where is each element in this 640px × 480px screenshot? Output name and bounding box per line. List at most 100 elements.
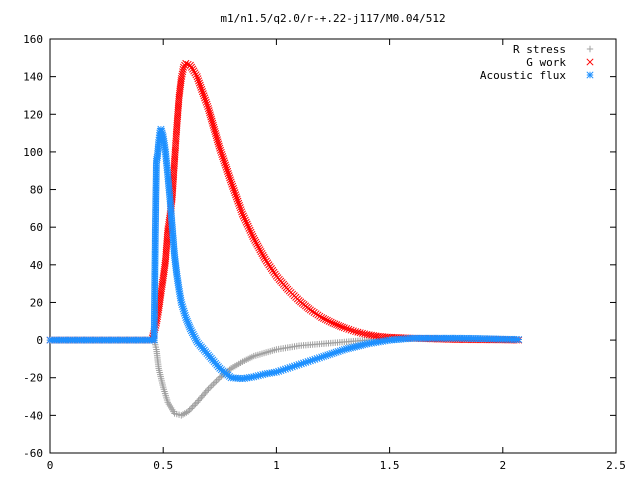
y-tick-label: 60 [30,221,43,234]
data-point [237,206,245,214]
data-point [515,335,523,344]
data-point [187,405,195,412]
data-point [357,341,365,349]
data-point [259,370,267,379]
data-point [195,79,203,87]
data-point [300,359,308,367]
data-point [235,199,243,207]
data-point [286,364,294,372]
data-point [322,352,330,360]
data-point [221,161,230,169]
data-point [343,325,351,333]
x-tick-label: 2 [499,459,506,472]
data-point [195,397,202,404]
data-point [201,390,208,398]
data-point [205,385,212,393]
data-point [200,92,208,100]
data-point [327,318,335,326]
data-point [224,167,232,175]
data-point [248,230,256,238]
data-point [256,246,264,254]
data-point [290,362,299,370]
data-point [199,392,207,399]
data-point [223,165,231,173]
data-point [244,222,252,230]
y-tick-label: 0 [36,334,43,347]
data-point [234,197,242,205]
data-point [318,353,326,361]
data-point [293,361,301,369]
series-r-stress [46,335,522,419]
data-point [288,363,296,371]
data-point [187,327,195,335]
data-point [241,216,249,224]
data-point [158,129,166,137]
data-point [201,94,209,102]
data-point [246,226,254,234]
data-point [193,398,201,406]
data-point [349,327,357,335]
data-point [297,360,305,368]
data-point [352,328,360,336]
series-acoustic-flux [46,125,523,383]
data-point [320,314,328,323]
data-point [177,298,185,307]
data-point [198,85,206,93]
y-tick-label: -40 [23,409,43,422]
data-point [254,242,262,250]
data-point [208,117,216,125]
data-point [207,113,215,121]
data-point [318,313,326,322]
data-point [212,132,220,140]
data-point [233,195,241,203]
data-point [346,344,355,352]
data-point [179,303,187,311]
data-point [311,355,319,363]
data-point [217,148,225,156]
data-point [190,402,198,409]
data-point [251,236,259,244]
data-point [186,325,194,333]
data-point [211,127,219,136]
data-point [250,234,258,243]
data-point [213,136,221,144]
data-point [194,75,202,83]
data-point [157,125,165,133]
data-point [275,367,283,375]
data-point [325,317,333,325]
data-point [277,367,285,375]
data-point [240,214,248,222]
data-point [245,224,253,232]
data-point [189,403,196,411]
data-point [250,373,258,381]
data-point [199,90,207,98]
y-tick-label: 40 [30,259,43,272]
data-point [306,357,314,365]
chart-title: m1/n1.5/q2.0/r-+.22-j117/M0.04/512 [220,12,445,25]
data-point [180,309,189,317]
data-point [344,344,352,353]
legend-label: R stress [513,43,566,56]
data-point [356,329,364,337]
data-point [229,184,237,192]
data-point [323,316,331,324]
data-point [230,186,238,195]
x-tick-label: 1.5 [380,459,400,472]
data-point [202,98,210,106]
data-point [189,65,197,73]
data-point [304,357,312,366]
data-point [328,350,336,358]
data-point [184,408,192,415]
data-point [182,313,190,322]
data-point [340,324,348,332]
data-point [335,321,343,330]
data-point [186,406,193,414]
data-point [227,178,235,186]
data-point [206,109,214,117]
data-point [340,345,348,354]
data-point [353,342,361,350]
data-point [226,174,234,182]
data-point [295,361,303,369]
